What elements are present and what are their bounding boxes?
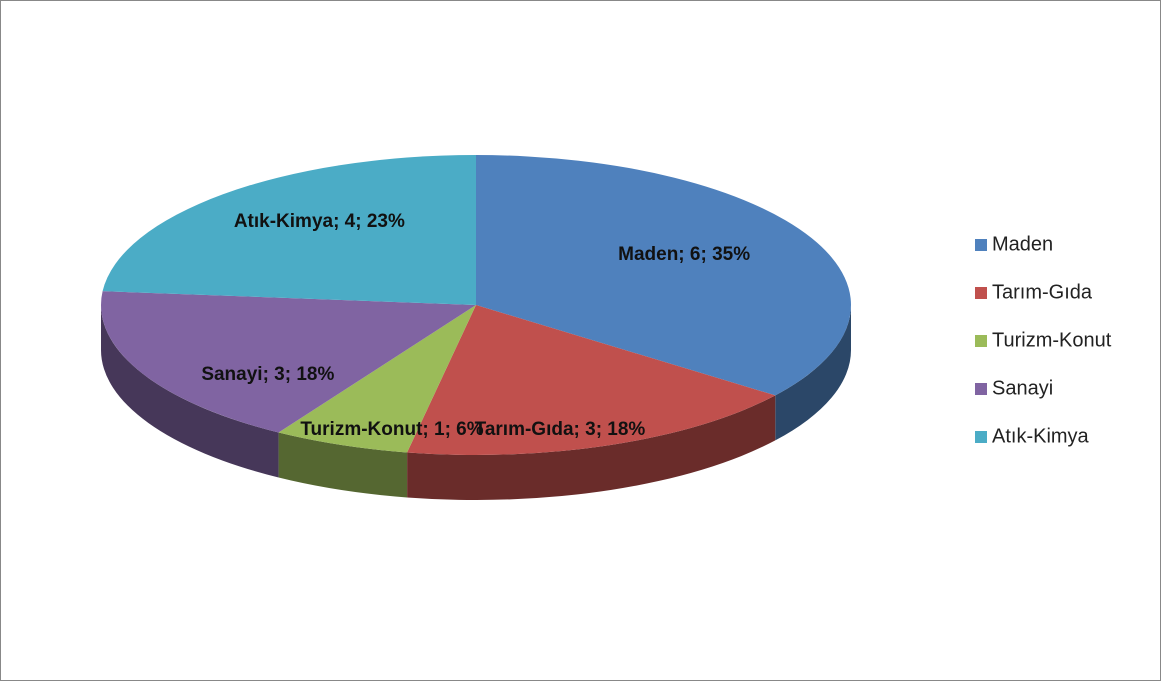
data-label: Sanayi; 3; 18% <box>201 364 335 386</box>
legend-swatch <box>975 383 987 395</box>
legend-swatch <box>975 335 987 347</box>
pie-slice <box>278 305 476 453</box>
pie-side <box>278 432 408 498</box>
pie-slice <box>407 305 776 455</box>
pie-slice <box>101 291 476 433</box>
legend-swatch <box>975 431 987 443</box>
data-label: Atık-Kimya; 4; 23% <box>233 210 405 232</box>
pie-side <box>407 395 776 500</box>
pie-slice <box>102 155 477 305</box>
legend-swatch <box>975 239 987 251</box>
pie-slice <box>476 155 851 396</box>
legend-label: Turizm-Konut <box>992 329 1112 351</box>
data-label: Tarım-Gıda; 3; 18% <box>474 418 646 440</box>
legend-label: Tarım-Gıda <box>992 281 1093 303</box>
legend-swatch <box>975 287 987 299</box>
legend-label: Sanayi <box>992 377 1053 399</box>
data-label: Maden; 6; 35% <box>618 243 751 265</box>
data-label: Turizm-Konut; 1; 6% <box>300 418 484 440</box>
legend-label: Atık-Kimya <box>992 425 1090 447</box>
pie-side <box>101 305 279 478</box>
pie-side <box>775 305 851 441</box>
legend-label: Maden <box>992 233 1053 255</box>
